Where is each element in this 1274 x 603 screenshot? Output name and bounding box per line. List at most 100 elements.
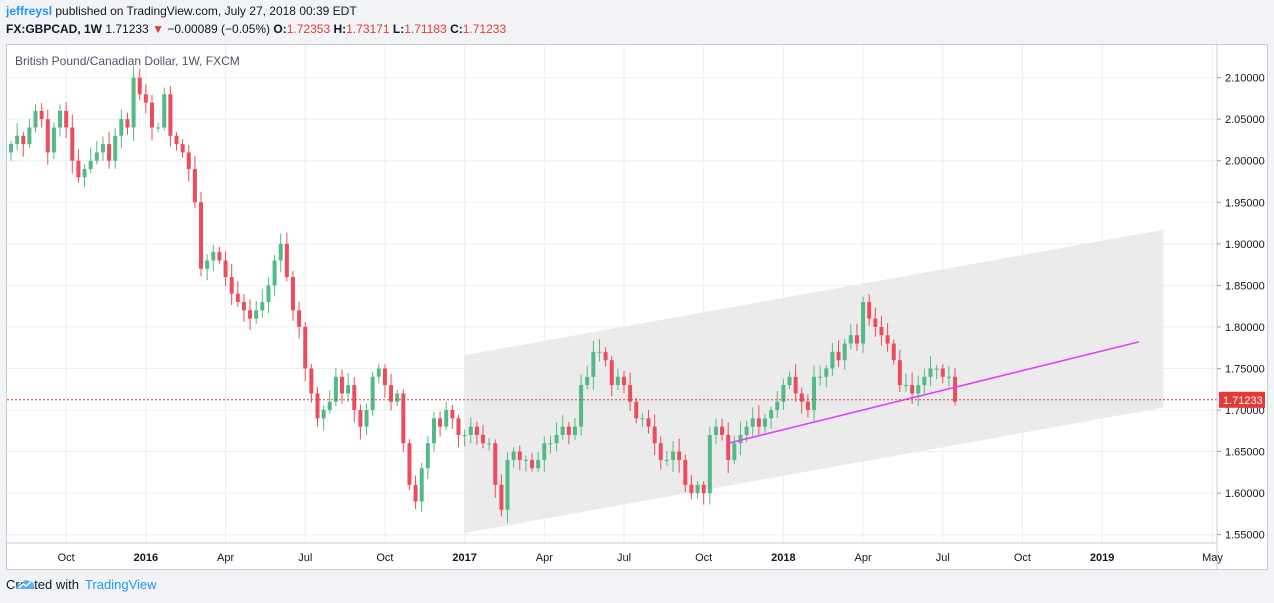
candle-body xyxy=(260,302,265,311)
candle-body xyxy=(413,484,418,502)
candle-body xyxy=(830,351,835,369)
candle-body xyxy=(205,260,210,269)
close-label: C: xyxy=(450,22,463,36)
candle-body xyxy=(916,385,921,394)
candle-body xyxy=(505,459,510,510)
chart-svg[interactable]: 2.10000 2.05000 2.00000 1.95000 1.90000 1.850… xyxy=(7,45,1267,569)
candle-body xyxy=(51,127,56,153)
candle-body xyxy=(818,376,823,378)
x-tick-label: Jul xyxy=(617,552,631,564)
ohlc-line: FX:GBPCAD, 1W 1.71233 ▼ −0.00089 (−0.05%… xyxy=(6,22,506,36)
candle-body xyxy=(750,418,755,427)
candle-body xyxy=(407,443,412,485)
candle-body xyxy=(107,144,112,161)
author-link[interactable]: jeffreysl xyxy=(6,4,53,18)
candle-body xyxy=(842,343,847,361)
y-tick-label: 1.75000 xyxy=(1225,363,1265,375)
candle-body xyxy=(738,434,743,444)
candle-body xyxy=(603,351,608,361)
candle-body xyxy=(462,434,467,436)
candle-body xyxy=(701,484,706,494)
trend-line xyxy=(728,341,1140,445)
y-tick-label: 2.00000 xyxy=(1225,156,1265,168)
candle-body xyxy=(517,451,522,460)
publish-info: published on TradingView.com, July 27, 2… xyxy=(55,4,357,18)
x-tick-label: Oct xyxy=(376,552,393,564)
candle-body xyxy=(953,376,958,402)
candle-body xyxy=(922,376,927,386)
candle-body xyxy=(15,135,20,145)
candle-body xyxy=(303,326,308,369)
footer: Created with TradingView xyxy=(6,577,157,592)
high-value: 1.73171 xyxy=(346,22,390,36)
candle-body xyxy=(137,77,142,95)
x-tick-label: Oct xyxy=(1014,552,1031,564)
tradingview-link[interactable]: TradingView xyxy=(84,577,157,592)
candle-body xyxy=(180,144,185,153)
candle-body xyxy=(873,318,878,327)
candle-body xyxy=(88,160,93,170)
candle-body xyxy=(934,368,939,370)
candle-body xyxy=(726,434,731,460)
candle-body xyxy=(278,243,283,261)
x-tick-label: Apr xyxy=(855,552,872,564)
candle-body xyxy=(560,426,565,435)
y-tick-label: 1.90000 xyxy=(1225,239,1265,251)
last-price: 1.71233 xyxy=(105,22,149,36)
x-tick-label: Jul xyxy=(298,552,312,564)
candle-body xyxy=(572,426,577,435)
candle-body xyxy=(585,376,590,386)
candle-body xyxy=(21,135,26,145)
candle-body xyxy=(174,135,179,145)
candle-body xyxy=(327,401,332,411)
candle-body xyxy=(9,144,13,153)
candle-body xyxy=(634,401,639,419)
candle-body xyxy=(290,277,295,311)
candle-body xyxy=(64,110,69,128)
candle-body xyxy=(395,393,400,402)
chart-area[interactable]: 2.10000 2.05000 2.00000 1.95000 1.90000 1.850… xyxy=(6,44,1268,570)
candle-body xyxy=(885,335,890,344)
candle-body xyxy=(548,443,553,445)
candle-body xyxy=(376,368,381,377)
candle-body xyxy=(523,459,528,461)
candle-body xyxy=(100,144,105,153)
candle-body xyxy=(297,310,302,327)
candle-body xyxy=(707,434,712,494)
candle-body xyxy=(781,385,786,402)
candle-body xyxy=(867,302,872,319)
candle-body xyxy=(775,401,780,411)
y-tick-label: 2.10000 xyxy=(1225,73,1265,85)
candle-body xyxy=(799,393,804,402)
x-tick-label: Jul xyxy=(936,552,950,564)
candle-body xyxy=(321,410,326,419)
candle-body xyxy=(628,385,633,402)
candle-body xyxy=(450,410,455,419)
candle-body xyxy=(879,326,884,336)
candle-body xyxy=(45,119,50,153)
candle-body xyxy=(438,418,443,427)
candle-body xyxy=(389,385,394,402)
candle-body xyxy=(468,426,473,435)
last-price-label: 1.71233 xyxy=(1223,395,1263,407)
x-tick-label: 2017 xyxy=(452,552,476,564)
candle-body xyxy=(82,169,87,178)
candle-body xyxy=(903,385,908,387)
candle-body xyxy=(58,110,63,128)
candle-body xyxy=(836,351,841,361)
y-tick-label: 1.80000 xyxy=(1225,322,1265,334)
candle-body xyxy=(762,418,767,427)
candle-body xyxy=(192,169,197,203)
high-label: H: xyxy=(333,22,347,36)
candle-body xyxy=(94,152,99,161)
candle-body xyxy=(591,351,596,377)
candle-body xyxy=(211,252,216,261)
candle-body xyxy=(910,385,915,394)
candle-body xyxy=(640,418,645,420)
candle-body xyxy=(284,243,289,278)
last-price-label-bg xyxy=(1219,391,1265,408)
candle-body xyxy=(530,459,535,469)
candle-body xyxy=(119,119,124,136)
candle-body xyxy=(579,385,584,427)
tradingview-logo-icon[interactable] xyxy=(14,577,36,591)
